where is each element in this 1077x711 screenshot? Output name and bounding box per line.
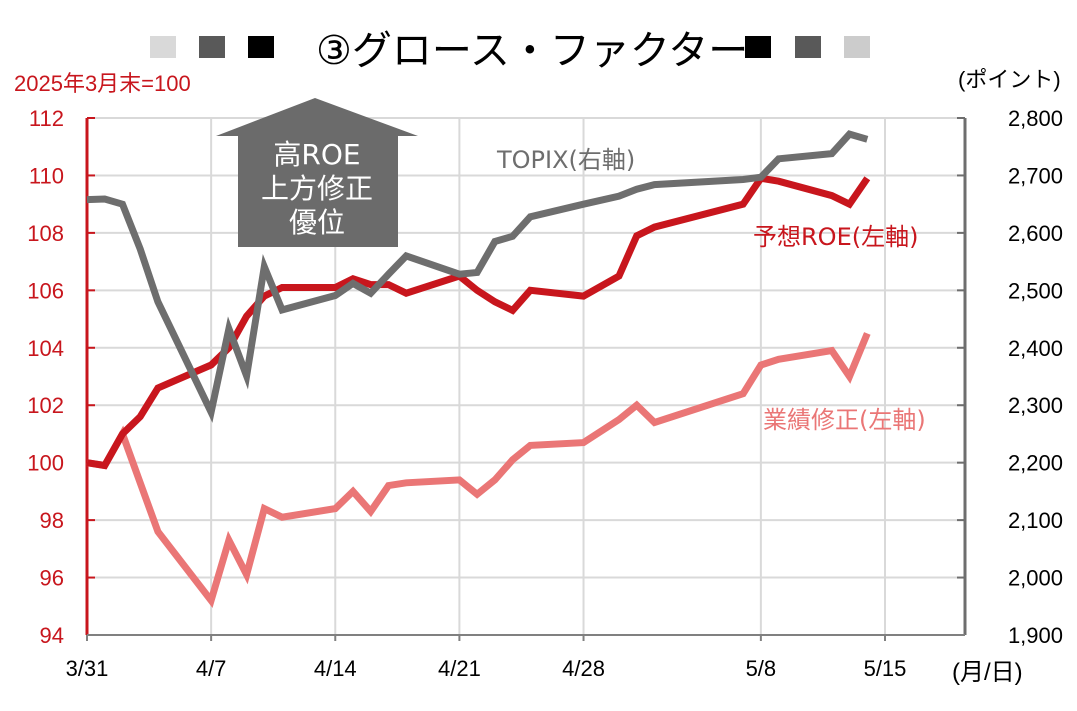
arrow-line-3: 優位 xyxy=(288,206,345,239)
right-tick-label: 2,000 xyxy=(1008,566,1063,591)
legend-square xyxy=(248,36,274,58)
right-tick-label: 2,500 xyxy=(1008,278,1063,303)
x-tick-label: 4/7 xyxy=(196,656,227,681)
left-tick-label: 96 xyxy=(40,566,64,591)
left-tick-label: 110 xyxy=(29,163,64,188)
right-tick-label: 2,800 xyxy=(1008,106,1063,131)
left-tick-label: 98 xyxy=(40,508,64,533)
right-tick-label: 2,700 xyxy=(1008,163,1063,188)
series-line-2 xyxy=(86,130,869,423)
left-tick-label: 108 xyxy=(27,221,64,246)
legend-square xyxy=(844,36,870,58)
series-line-1 xyxy=(86,332,871,609)
left-tick-label: 94 xyxy=(40,623,64,648)
x-axis: 3/31 4/7 4/14 4/21 4/28 5/8 5/15 xyxy=(66,634,965,681)
arrow-line-2: 上方修正 xyxy=(260,172,373,205)
x-tick-label: 4/28 xyxy=(562,656,605,681)
chart-title: ③グロース・ファクター xyxy=(316,28,749,74)
right-tick-label: 1,900 xyxy=(1008,623,1063,648)
up-arrow-shape xyxy=(216,98,418,247)
series-label-revision: 業績修正(左軸) xyxy=(763,406,926,434)
x-tick-label: 4/14 xyxy=(314,656,357,681)
right-tick-label: 2,300 xyxy=(1008,393,1063,418)
x-axis-unit: (月/日) xyxy=(952,659,1023,686)
right-axis-note: (ポイント) xyxy=(958,67,1061,92)
right-axis: 1,900 2,000 2,100 2,200 2,300 2,400 2,500 2,600… xyxy=(957,106,1063,648)
left-tick-label: 100 xyxy=(27,451,64,476)
right-tick-label: 2,400 xyxy=(1008,336,1063,361)
right-tick-label: 2,600 xyxy=(1008,221,1063,246)
x-tick-label: 5/8 xyxy=(746,656,777,681)
x-tick-label: 4/21 xyxy=(438,656,481,681)
arrow-line-1: 高ROE xyxy=(273,138,361,171)
right-tick-label: 2,200 xyxy=(1008,451,1063,476)
left-axis: 94 96 98 100 102 104 106 108 110 112 xyxy=(27,106,95,648)
left-tick-label: 112 xyxy=(29,106,64,131)
legend-square xyxy=(150,36,176,58)
left-tick-label: 106 xyxy=(27,278,64,303)
left-tick-label: 104 xyxy=(27,336,64,361)
x-tick-label: 5/15 xyxy=(864,656,907,681)
left-axis-note: 2025年3月末=100 xyxy=(14,71,191,96)
series-line-0 xyxy=(86,174,871,470)
x-tick-label: 3/31 xyxy=(66,656,109,681)
arrow-callout-text: 高ROE 上方修正 優位 xyxy=(238,138,396,240)
right-tick-label: 2,100 xyxy=(1008,508,1063,533)
legend-square xyxy=(199,36,225,58)
series-label-topix: TOPIX(右軸) xyxy=(497,146,636,174)
series-layer xyxy=(86,130,871,609)
left-tick-label: 102 xyxy=(27,393,64,418)
legend-square xyxy=(745,36,771,58)
series-label-roe: 予想ROE(左軸) xyxy=(753,223,919,251)
legend-square xyxy=(795,36,821,58)
